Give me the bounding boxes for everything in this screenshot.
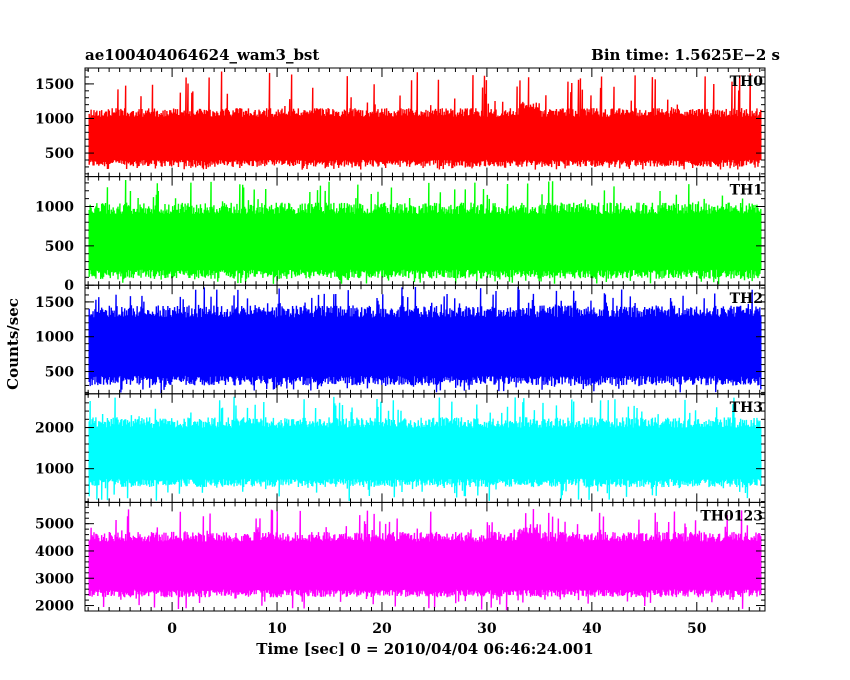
- y-tick-label: 1000: [35, 200, 74, 216]
- series-th0: [88, 71, 762, 170]
- x-tick-label: 0: [167, 621, 177, 637]
- y-tick-label: 2000: [35, 599, 74, 615]
- panel-th2: 500 1000 1500 TH2: [35, 284, 766, 395]
- x-tick-label: 30: [477, 621, 497, 637]
- x-tick-label: 20: [372, 621, 392, 637]
- y-tick-label: 2000: [35, 421, 74, 437]
- panel-label-th0: TH0: [730, 74, 764, 90]
- panel-th1: 0 500 1000 TH1: [35, 176, 766, 294]
- chart-title: ae100404064624_wam3_bst: [85, 46, 319, 64]
- y-tick-label: 5000: [35, 517, 74, 533]
- series-th2: [88, 286, 762, 394]
- x-tick-label: 10: [267, 621, 287, 637]
- y-tick-label: 500: [45, 365, 74, 381]
- y-tick-label: 4000: [35, 544, 74, 560]
- series-th3: [88, 396, 762, 501]
- y-tick-label: 1000: [35, 330, 74, 346]
- y-tick-label: 1500: [35, 77, 74, 93]
- y-tick-label: 0: [64, 278, 74, 294]
- panel-th3: 1000 2000 TH3: [35, 393, 766, 503]
- y-tick-label: 3000: [35, 571, 74, 587]
- series-th1: [88, 179, 762, 285]
- y-tick-label: 500: [45, 239, 74, 255]
- series-th0123: [88, 509, 762, 611]
- y-axis-label: Counts/sec: [4, 298, 22, 390]
- x-tick-label: 40: [582, 621, 602, 637]
- x-tick-label: 50: [687, 621, 707, 637]
- panel-label-th3: TH3: [730, 400, 763, 416]
- panel-label-th1: TH1: [730, 183, 763, 199]
- bin-time-label: Bin time: 1.5625E−2 s: [591, 46, 780, 64]
- panel-label-th0123: TH0123: [700, 508, 763, 524]
- y-tick-label: 1000: [35, 462, 74, 478]
- y-tick-label: 1000: [35, 111, 74, 127]
- x-axis-label: Time [sec] 0 = 2010/04/04 06:46:24.001: [256, 640, 593, 658]
- y-tick-label: 1500: [35, 295, 74, 311]
- y-tick-label: 500: [45, 146, 74, 162]
- panel-label-th2: TH2: [730, 291, 763, 307]
- panel-th0: 500 1000 1500 TH0: [35, 67, 766, 178]
- panel-th0123: 2000 3000 4000 5000 TH0123: [35, 501, 766, 615]
